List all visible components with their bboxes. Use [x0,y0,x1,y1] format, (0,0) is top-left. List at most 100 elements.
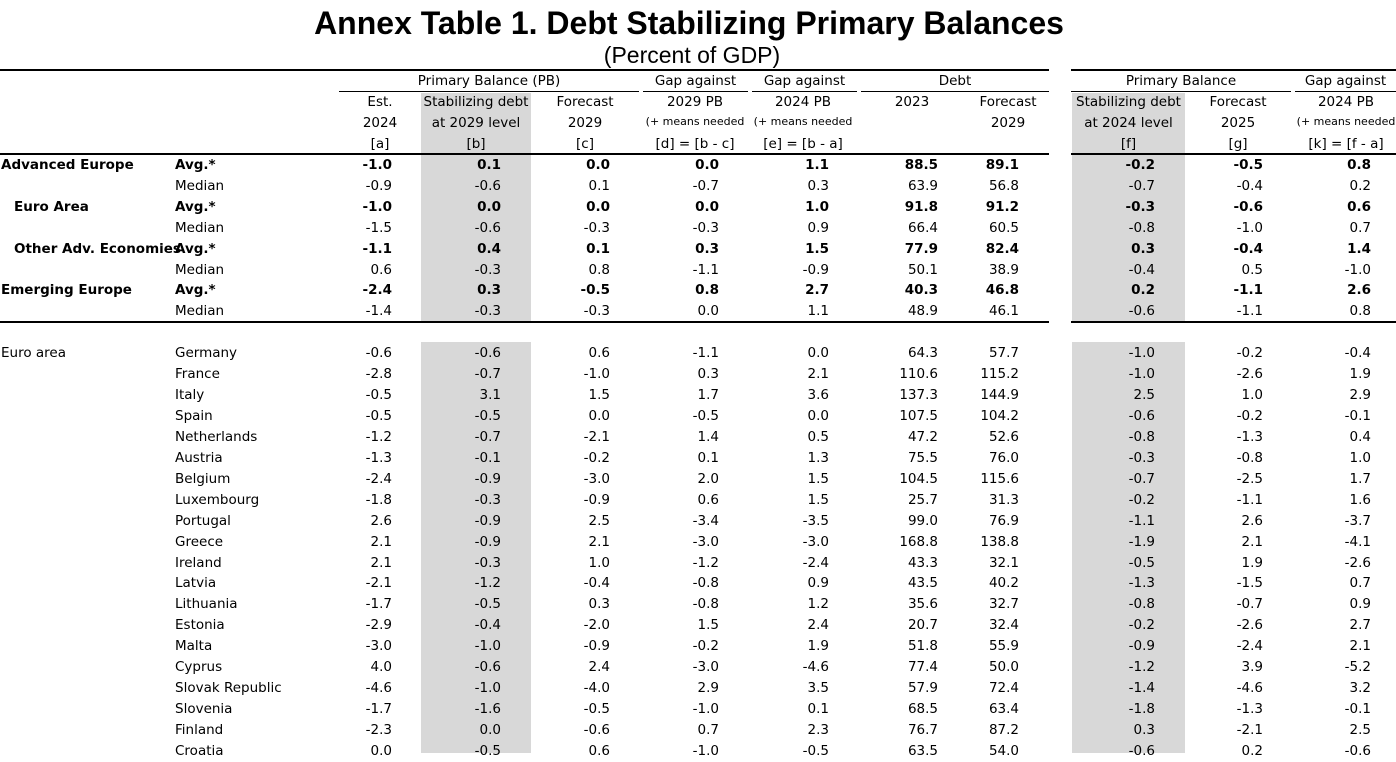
table-cell: -1.8 [365,492,392,508]
table-cell: -0.3 [474,262,501,278]
table-cell: 0.0 [588,408,610,424]
table-cell: 0.3 [477,282,501,298]
table-cell: 2.1 [588,534,610,550]
table-cell: 1.5 [807,471,829,487]
table-cell: 2.7 [805,282,829,298]
table-cell: -1.9 [1128,534,1155,550]
table-cell: -1.0 [1128,345,1155,361]
table-cell: 50.1 [907,262,938,278]
table-cell: 0.6 [1347,199,1371,215]
table-cell: 32.4 [988,617,1019,633]
table-cell: -0.5 [1233,157,1263,173]
table-cell: -1.2 [365,429,392,445]
table-cell: 25.7 [907,492,938,508]
table-cell: -3.0 [692,659,719,675]
table-cell: 48.9 [907,303,938,319]
row-stat-label: Avg.* [175,282,216,298]
table-cell: 87.2 [988,722,1019,738]
table-cell: 20.7 [907,617,938,633]
table-cell: 1.7 [1349,471,1371,487]
table-cell: 63.9 [907,178,938,194]
col-b-header-1: Stabilizing debt [423,94,529,110]
table-cell: -0.1 [474,450,501,466]
table-cell: 66.4 [907,220,938,236]
table-cell: 40.2 [988,575,1019,591]
table-cell: -0.5 [474,408,501,424]
table-cell: -0.6 [474,178,501,194]
table-cell: 2.1 [1241,534,1263,550]
table-cell: -4.0 [583,680,610,696]
table-cell: 0.3 [695,241,719,257]
table-cell: 77.4 [907,659,938,675]
col-f-header-3: [f] [1120,136,1137,152]
table-cell: -0.6 [583,722,610,738]
table-cell: 0.4 [1349,429,1371,445]
row-group-label: Advanced Europe [1,157,134,173]
table-cell: -1.3 [1236,429,1263,445]
table-cell: -0.2 [1236,345,1263,361]
col-f-header-1: Stabilizing debt [1076,94,1181,110]
table-cell: -1.1 [362,241,392,257]
table-cell: 115.6 [980,471,1019,487]
table-cell: -0.9 [474,471,501,487]
table-cell: 0.7 [1349,575,1371,591]
table-cell: -0.4 [1128,262,1155,278]
table-cell: 0.0 [697,303,719,319]
table-cell: 55.9 [988,638,1019,654]
table-cell: 3.2 [1349,680,1371,696]
table-cell: -0.2 [583,450,610,466]
table-cell: 1.0 [588,555,610,571]
col-e-header-1: 2024 PB [774,94,832,110]
table-cell: 99.0 [907,513,938,529]
table-cell: 2.6 [1241,513,1263,529]
table-cell: 35.6 [907,596,938,612]
table-cell: -0.2 [1236,408,1263,424]
table-cell: 43.5 [907,575,938,591]
row-stat-label: Median [175,303,225,319]
table-cell: -1.0 [474,638,501,654]
table-cell: 137.3 [899,387,938,403]
top-rule-left [0,69,1049,71]
col-b-header-3: [b] [466,136,486,152]
table-cell: -5.2 [1344,659,1371,675]
table-cell: 3.9 [1241,659,1263,675]
table-cell: -0.3 [474,303,501,319]
table-cell: 0.1 [477,157,501,173]
row-stat-label: Avg.* [175,241,216,257]
country-name: Germany [175,345,238,361]
country-name: Croatia [175,743,224,759]
table-cell: 1.6 [1349,492,1371,508]
table-cell: -2.6 [1344,555,1371,571]
table-cell: 3.5 [807,680,829,696]
table-cell: -1.1 [692,345,719,361]
country-name: Spain [175,408,213,424]
table-cell: -1.0 [1344,262,1371,278]
table-cell: -0.5 [583,701,610,717]
table-cell: -2.6 [1236,366,1263,382]
table-cell: -4.6 [1236,680,1263,696]
table-cell: -3.0 [583,471,610,487]
country-name: Netherlands [175,429,258,445]
table-cell: -1.3 [365,450,392,466]
country-name: Lithuania [175,596,238,612]
table-cell: -1.0 [1128,366,1155,382]
table-cell: -1.0 [362,199,392,215]
col-c-header-2: 2029 [567,115,603,131]
table-cell: -2.1 [1236,722,1263,738]
group-rule-pb-right [1071,91,1291,92]
table-cell: 32.1 [988,555,1019,571]
table-cell: 43.3 [907,555,938,571]
country-name: Portugal [175,513,231,529]
table-cell: 2.3 [807,722,829,738]
table-cell: -0.2 [1128,492,1155,508]
table-cell: 0.4 [477,241,501,257]
table-cell: 91.8 [904,199,938,215]
table-cell: -0.6 [1344,743,1371,759]
table-cell: 1.1 [805,157,829,173]
group-rule-gap-right [1295,91,1396,92]
group-header-gap-right: Gap against [1304,73,1387,89]
table-cell: -2.4 [362,282,392,298]
country-name: Italy [175,387,205,403]
col-d-header-3: [d] = [b - c] [655,136,735,152]
table-cell: -0.4 [474,617,501,633]
